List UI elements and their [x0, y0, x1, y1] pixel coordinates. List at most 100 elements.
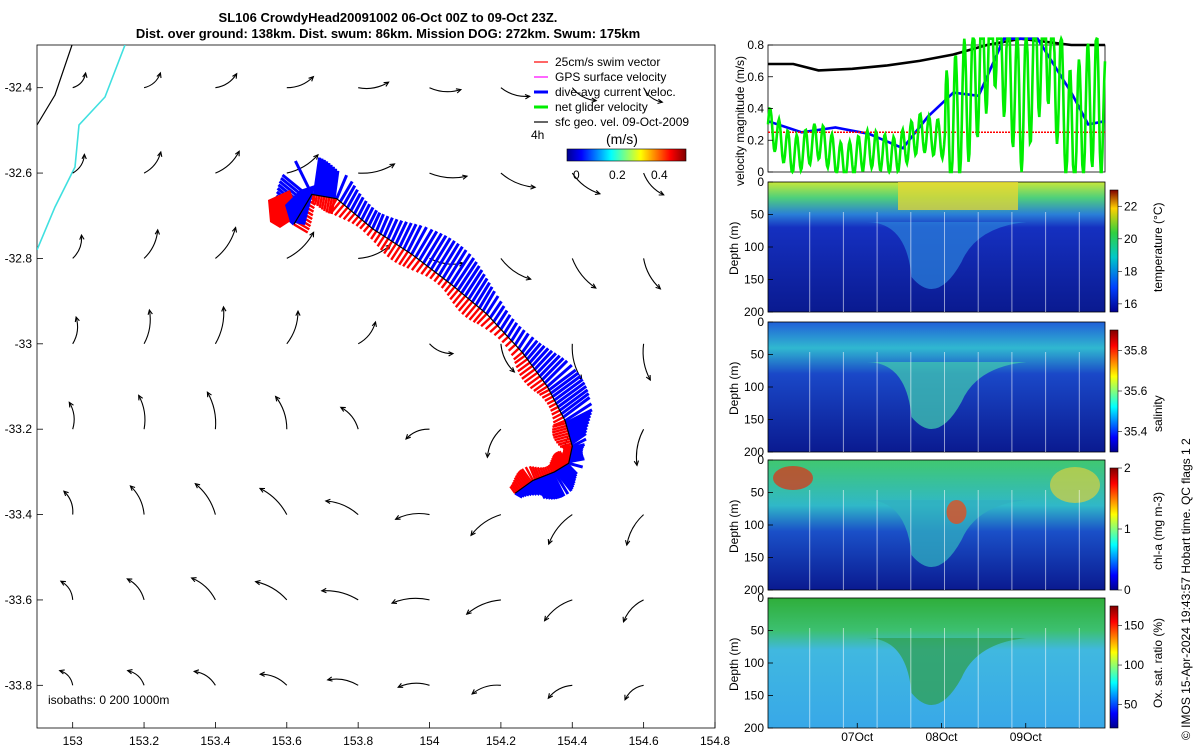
map-legend: 25cm/s swim vector GPS surface velocity …	[531, 55, 689, 182]
dive-current-vector	[471, 277, 489, 303]
swim-vector	[359, 221, 367, 230]
swim-vector	[327, 198, 338, 213]
dive-current-vector	[560, 466, 576, 485]
colorbar-tick-label: 18	[1124, 264, 1138, 278]
geo-vector-shaft	[358, 163, 395, 174]
swim-vector	[489, 324, 499, 333]
geo-vector-shaft	[470, 514, 502, 536]
swim-vector	[516, 472, 527, 487]
geo-vector-head	[470, 530, 476, 537]
swim-vector	[517, 470, 529, 486]
geo-vector-shaft	[466, 599, 501, 615]
swim-vector	[398, 250, 409, 266]
x-tick-label: 154.8	[700, 734, 730, 748]
dive-current-vector	[558, 388, 589, 412]
dive-current-vector	[557, 468, 575, 489]
dive-current-vector	[390, 219, 404, 243]
swim-vector	[541, 466, 548, 476]
dive-current-vector	[517, 332, 530, 350]
swim-vector	[556, 450, 567, 466]
geo-vector-shaft	[429, 172, 468, 179]
dive-current-vector	[478, 286, 494, 309]
dive-current-vector	[570, 432, 587, 445]
geo-vector-shaft	[642, 343, 651, 381]
geo-vector-head	[547, 539, 553, 546]
geo-vector-shaft	[471, 684, 501, 695]
swim-vector	[553, 452, 565, 468]
swim-vector	[484, 320, 495, 330]
dive-current-vector	[567, 417, 591, 433]
geo-vector-head	[295, 309, 301, 316]
dive-current-vector	[553, 471, 570, 495]
speed-colorbar	[566, 148, 687, 162]
dive-current-vector	[335, 174, 348, 200]
geo-vector-shaft	[397, 682, 430, 688]
dive-current-vector	[524, 484, 538, 496]
geo-vector-shaft	[405, 428, 430, 440]
map-y-axis: -32.4 -32.6 -32.8 -33 -33.2 -33.4 -33.6 -33.8	[5, 81, 43, 692]
geo-vector-head	[82, 71, 88, 78]
geo-vector-shaft	[500, 343, 515, 373]
swim-vector	[355, 218, 363, 227]
geo-vector-head	[154, 228, 161, 235]
geo-vector-head	[326, 676, 333, 682]
swim-vector	[476, 313, 488, 325]
depth-tick-label: 150	[744, 551, 764, 565]
dive-current-vector	[523, 339, 539, 357]
geo-vector-shaft	[286, 232, 315, 259]
geo-vector-head	[530, 184, 537, 190]
heatmap-colorbar	[1109, 189, 1119, 313]
velocity-series	[766, 34, 1107, 175]
dive-current-vector	[553, 378, 584, 402]
geo-vector-shaft	[622, 599, 644, 622]
dive-current-vector	[566, 463, 578, 476]
dive-current-vector	[371, 211, 382, 230]
x-tick-label: 153.4	[200, 734, 230, 748]
geo-vector-head	[206, 391, 212, 398]
geo-vector-head	[68, 401, 74, 408]
dive-current-vector	[506, 322, 519, 338]
geo-vector-shaft	[327, 678, 359, 686]
dive-current-vector	[332, 170, 340, 199]
swim-vector	[394, 248, 405, 264]
swim-vector	[507, 343, 517, 352]
swim-vector	[543, 466, 550, 475]
x-tick-label: 154.4	[557, 734, 587, 748]
x-tick-label: 153	[63, 734, 83, 748]
depth-tick-label: 100	[744, 518, 764, 532]
geo-vector-head	[254, 579, 261, 586]
dive-current-vector	[441, 245, 464, 279]
coastline	[37, 45, 126, 251]
dive-current-vector	[339, 180, 354, 203]
y-tick-label: -33.2	[5, 422, 33, 436]
dive-current-vector	[315, 158, 324, 196]
swim-vector	[511, 481, 520, 492]
dive-current-vector	[557, 385, 588, 409]
swim-vector	[544, 395, 554, 402]
depth-tick-label: 150	[744, 273, 764, 287]
swim-vector	[538, 388, 550, 396]
geo-vector-head	[657, 98, 664, 105]
map-chart: 153 153.2 153.4 153.6 153.8 154 154.2 154.4 154.…	[5, 44, 730, 748]
vel-tick-label: 0.8	[747, 38, 764, 52]
vel-tick-label: 0.6	[747, 70, 764, 84]
geo-vector-head	[624, 540, 631, 547]
depth-tick-label: 150	[744, 689, 764, 703]
colorbar-tick-label: 35.8	[1124, 343, 1148, 357]
colorbar-tick-label: 150	[1124, 619, 1144, 633]
time-tick-label: 08Oct	[925, 730, 958, 744]
geo-vector-shaft	[571, 258, 597, 289]
geo-vector-head	[58, 669, 65, 675]
swim-vector	[501, 336, 509, 344]
dive-current-vector	[327, 166, 335, 198]
dive-current-vector	[375, 213, 385, 232]
swim-vector	[533, 382, 546, 392]
geo-vector-head	[624, 694, 630, 701]
geo-vector-head	[591, 97, 598, 103]
swim-vector	[468, 307, 481, 321]
dive-current-vector	[548, 368, 577, 392]
dive-current-vector	[528, 481, 544, 496]
dive-current-vector	[569, 453, 584, 460]
geo-vector-head	[74, 315, 80, 323]
geo-vector-head	[138, 394, 144, 401]
